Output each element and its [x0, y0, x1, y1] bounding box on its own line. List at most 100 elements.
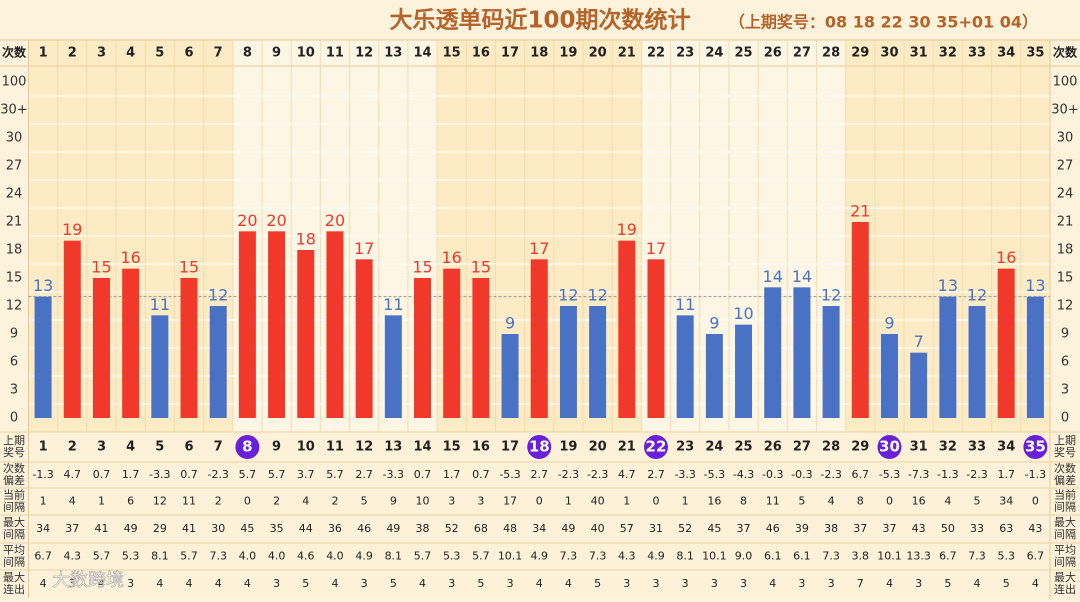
table-cell: 4 [40, 577, 47, 590]
table-cell: 29 [153, 522, 167, 535]
bar-label: 11 [383, 295, 403, 314]
draw-number: 16 [472, 440, 490, 455]
table-cell: 50 [941, 522, 955, 535]
table-cell: 4 [828, 495, 835, 508]
table-cell: 4.7 [618, 468, 636, 481]
column-header: 22 [647, 46, 665, 61]
table-cell: -2.3 [587, 468, 608, 481]
bar [268, 231, 286, 418]
table-cell: 49 [561, 522, 575, 535]
table-cell: 1.7 [443, 468, 461, 481]
bar [530, 259, 548, 418]
table-cell: -1.3 [937, 468, 958, 481]
draw-number: 30 [879, 438, 900, 456]
bar-label: 17 [529, 239, 549, 258]
bar-label: 16 [120, 248, 140, 267]
table-cell: 5.3 [997, 550, 1015, 563]
table-cell: 4 [974, 577, 981, 590]
y-tick-label: 12 [1057, 299, 1074, 314]
draw-number: 2 [68, 440, 77, 455]
table-cell: 52 [445, 522, 459, 535]
table-cell: 41 [94, 522, 108, 535]
table-cell: 5.3 [443, 550, 461, 563]
table-cell: 46 [766, 522, 780, 535]
table-cell: 4.0 [239, 550, 257, 563]
draw-number: 8 [242, 438, 252, 456]
row-label: 最大 [3, 570, 25, 584]
column-header: 21 [618, 46, 636, 61]
table-cell: 7.3 [560, 550, 578, 563]
draw-number: 18 [529, 438, 550, 456]
y-tick-label: 27 [6, 159, 23, 174]
table-cell: 49 [386, 522, 400, 535]
table-cell: 6.7 [852, 468, 870, 481]
row-label: 间隔 [3, 556, 25, 569]
bar [63, 240, 81, 418]
table-cell: 17 [503, 495, 517, 508]
table-cell: 7.3 [822, 550, 840, 563]
column-header: 15 [443, 46, 461, 61]
bar [34, 296, 52, 418]
table-cell: 0 [886, 495, 893, 508]
table-cell: 3 [507, 577, 514, 590]
table-cell: 13.3 [906, 550, 931, 563]
draw-number: 17 [501, 440, 519, 455]
bar [735, 324, 753, 418]
bar-label: 21 [850, 202, 870, 221]
table-cell: 0 [1032, 495, 1039, 508]
bar-label: 12 [587, 286, 607, 305]
table-cell: 4.3 [64, 550, 82, 563]
draw-number: 32 [939, 440, 957, 455]
bar [968, 306, 986, 418]
draw-number: 10 [297, 440, 315, 455]
bar [209, 306, 227, 418]
table-cell: -5.3 [704, 468, 725, 481]
bar [443, 268, 461, 418]
draw-number: 12 [355, 440, 373, 455]
bar-label: 17 [354, 239, 374, 258]
table-cell: 41 [182, 522, 196, 535]
y-tick-label: 18 [1057, 243, 1074, 258]
bar-label: 11 [150, 295, 170, 314]
draw-number: 1 [39, 440, 48, 455]
row-label: 次数 [1054, 461, 1076, 475]
table-cell: -2.3 [558, 468, 579, 481]
table-cell: 0.7 [472, 468, 490, 481]
table-cell: 3 [828, 577, 835, 590]
column-header: 18 [530, 46, 548, 61]
row-label: 当前 [3, 488, 25, 502]
drawn-marker [877, 435, 902, 459]
table-cell: 39 [795, 522, 809, 535]
y-tick-label: 30 [6, 131, 23, 146]
column-header: 12 [355, 46, 373, 61]
y-tick-label: 6 [10, 355, 18, 370]
bar-label: 14 [763, 267, 783, 286]
table-cell: 2.7 [647, 468, 665, 481]
y-tick-label: 6 [1061, 355, 1069, 370]
draw-number: 11 [326, 440, 344, 455]
table-cell: 5 [944, 577, 951, 590]
table-cell: 4 [156, 577, 163, 590]
table-cell: 4 [536, 577, 543, 590]
row-label: 偏差 [1054, 473, 1076, 487]
table-cell: 4.9 [531, 550, 549, 563]
y-tick-label: 27 [1057, 159, 1074, 174]
table-cell: 6.1 [764, 550, 782, 563]
row-label: 间隔 [1054, 501, 1076, 514]
y-tick-label: 9 [10, 327, 18, 342]
table-cell: 4.0 [326, 550, 344, 563]
table-cell: 3 [477, 495, 484, 508]
table-cell: 4 [215, 577, 222, 590]
bar-label: 15 [91, 258, 111, 277]
table-cell: 4.9 [355, 550, 373, 563]
table-cell: 52 [678, 522, 692, 535]
table-cell: 3 [711, 577, 718, 590]
table-cell: 3 [127, 577, 134, 590]
table-cell: -0.3 [762, 468, 783, 481]
row-label: 平均 [3, 544, 25, 557]
y-tick-label: 15 [6, 271, 23, 286]
y-tick-label: 3 [1061, 383, 1069, 398]
table-cell: 4.9 [647, 550, 665, 563]
table-cell: 3 [682, 577, 689, 590]
